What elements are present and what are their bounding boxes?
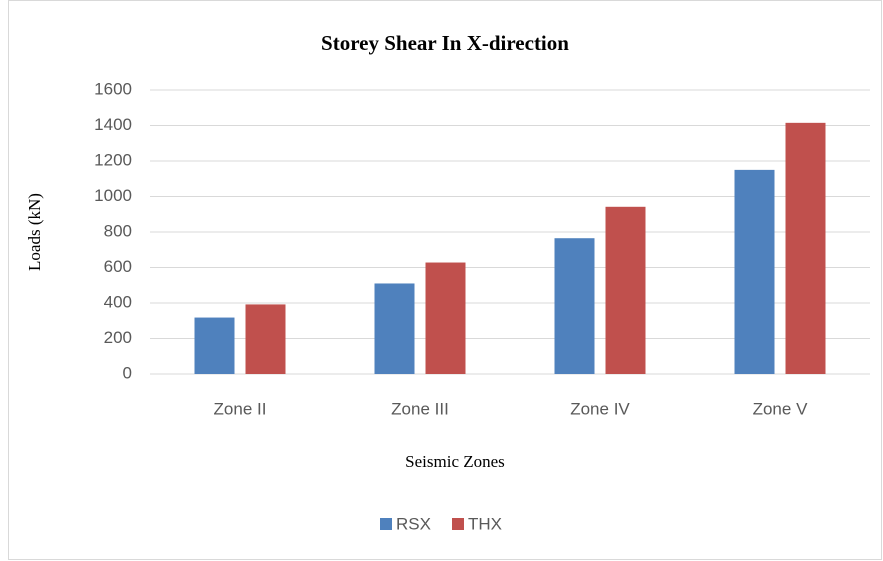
y-tick-label: 1200 xyxy=(94,150,132,169)
chart-border xyxy=(8,0,882,560)
bar xyxy=(245,304,286,374)
bar xyxy=(605,206,646,374)
y-tick-label: 800 xyxy=(104,221,132,240)
x-tick-label: Zone II xyxy=(214,399,267,418)
bar xyxy=(425,262,466,374)
y-axis-title: Loads (kN) xyxy=(25,193,44,271)
y-tick-label: 1000 xyxy=(94,186,132,205)
x-tick-label: Zone V xyxy=(753,399,808,418)
bar xyxy=(374,283,415,374)
y-tick-label: 1600 xyxy=(94,79,132,98)
y-tick-label: 0 xyxy=(123,363,132,382)
x-tick-label: Zone III xyxy=(391,399,449,418)
bar xyxy=(785,122,826,375)
y-tick-label: 600 xyxy=(104,257,132,276)
x-tick-label: Zone IV xyxy=(570,399,630,418)
bar xyxy=(554,238,595,374)
x-axis-title: Seismic Zones xyxy=(405,452,505,471)
y-tick-label: 400 xyxy=(104,292,132,311)
legend-label: THX xyxy=(468,514,502,533)
legend-swatch xyxy=(380,518,392,530)
chart-title: Storey Shear In X-direction xyxy=(321,31,569,55)
legend-label: RSX xyxy=(396,514,431,533)
legend-swatch xyxy=(452,518,464,530)
bar xyxy=(734,169,775,374)
bar xyxy=(194,317,235,374)
y-tick-label: 200 xyxy=(104,328,132,347)
y-tick-label: 1400 xyxy=(94,115,132,134)
